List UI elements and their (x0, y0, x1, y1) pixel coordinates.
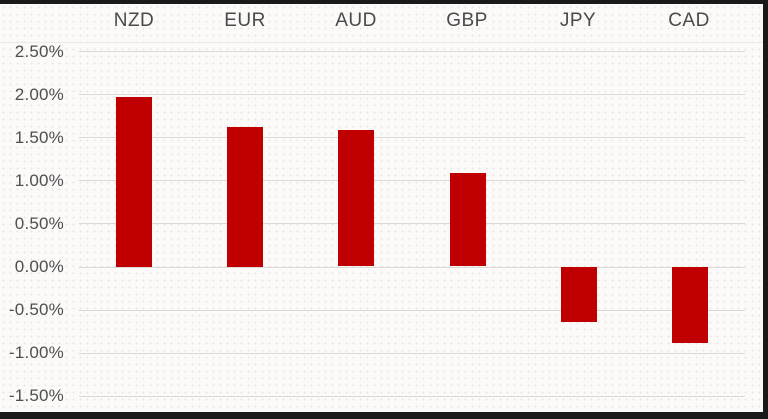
y-axis-tick-label: 2.00% (14, 85, 64, 104)
bar-cad (672, 267, 708, 343)
gridline (78, 180, 745, 181)
category-label-cad: CAD (668, 10, 710, 31)
bar-eur (227, 127, 263, 267)
y-axis-tick-label: 0.00% (14, 257, 64, 276)
bar-gbp (450, 173, 486, 266)
bar-jpy (561, 267, 597, 322)
y-axis-tick-label: -1.50% (8, 386, 64, 405)
category-header-divider (0, 42, 763, 43)
bar-nzd (116, 97, 152, 267)
category-label-gbp: GBP (446, 10, 488, 31)
gridline (78, 267, 745, 268)
y-axis-tick-label: 1.50% (14, 128, 64, 147)
category-label-aud: AUD (335, 10, 377, 31)
gridline (78, 223, 745, 224)
gridline (78, 51, 745, 52)
gridline (78, 396, 745, 397)
category-label-nzd: NZD (113, 10, 155, 31)
fx-performance-bar-chart: 2.50% 2.00% 1.50% 1.00% 0.50% 0.00% -0.50% -1.0… (0, 4, 763, 412)
gridline (78, 94, 745, 95)
y-axis-tick-label: 0.50% (14, 214, 64, 233)
y-axis-tick-label: -1.00% (8, 343, 64, 362)
bar-aud (338, 130, 374, 266)
y-axis-tick-label: 2.50% (14, 42, 64, 61)
gridline (78, 137, 745, 138)
gridline (78, 310, 745, 311)
y-axis-tick-label: -0.50% (8, 300, 64, 319)
category-label-jpy: JPY (559, 10, 597, 31)
category-label-eur: EUR (224, 10, 266, 31)
gridline (78, 353, 745, 354)
y-axis-tick-label: 1.00% (14, 171, 64, 190)
